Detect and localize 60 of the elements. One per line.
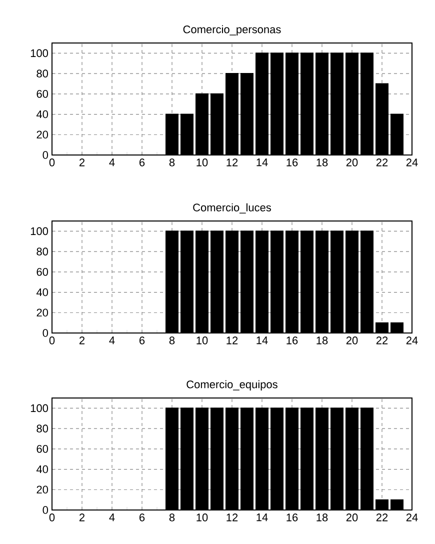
y-tick-label: 60 (36, 445, 48, 453)
y-tick-label: 80 (36, 424, 48, 432)
x-tick-label: 14 (256, 158, 268, 166)
chart-title: Comercio_equipos (186, 380, 278, 390)
y-tick-label: 100 (30, 227, 48, 236)
x-tick-label: 16 (286, 158, 298, 166)
x-tick-label: 0 (49, 514, 55, 522)
x-tick-label: 18 (316, 336, 328, 344)
y-tick-label: 0 (42, 329, 48, 337)
y-tick-label: 40 (36, 465, 48, 474)
x-tick-label: 22 (376, 336, 388, 344)
x-tick-label: 2 (79, 514, 85, 522)
x-tick-label: 20 (346, 514, 358, 522)
y-tick-label: 80 (36, 70, 48, 78)
y-tick-label: 40 (36, 288, 48, 296)
x-tick-label: 4 (109, 514, 115, 522)
y-tick-label: 20 (36, 308, 48, 317)
x-tick-label: 8 (169, 514, 175, 522)
x-tick-label: 8 (169, 158, 175, 166)
x-tick-label: 8 (169, 336, 175, 344)
x-tick-label: 14 (256, 336, 268, 344)
x-tick-label: 18 (316, 514, 328, 522)
x-tick-label: 12 (226, 158, 238, 166)
x-tick-label: 14 (256, 514, 268, 522)
x-tick-label: 24 (406, 514, 418, 522)
y-tick-label: 80 (36, 248, 48, 256)
x-tick-label: 24 (406, 336, 418, 344)
x-tick-label: 0 (49, 336, 55, 344)
x-tick-label: 6 (140, 514, 145, 522)
x-tick-label: 12 (226, 514, 238, 522)
x-tick-label: 10 (196, 158, 208, 166)
x-tick-label: 16 (286, 336, 298, 344)
x-tick-label: 10 (196, 336, 208, 344)
x-tick-label: 20 (346, 336, 358, 344)
x-tick-label: 22 (376, 158, 388, 166)
x-tick-label: 24 (406, 158, 418, 166)
y-tick-label: 20 (36, 130, 48, 139)
x-tick-label: 2 (79, 336, 85, 344)
x-tick-label: 4 (109, 336, 115, 344)
x-tick-label: 2 (79, 158, 85, 166)
x-tick-label: 6 (140, 336, 145, 344)
x-tick-label: 12 (226, 336, 238, 344)
x-tick-label: 4 (109, 158, 115, 166)
y-tick-label: 60 (36, 90, 48, 98)
y-tick-label: 100 (30, 404, 48, 412)
y-tick-label: 100 (30, 49, 48, 58)
y-tick-label: 40 (36, 110, 48, 118)
x-tick-label: 20 (346, 158, 358, 166)
x-tick-label: 18 (316, 158, 328, 166)
y-tick-label: 0 (42, 506, 48, 514)
y-tick-label: 20 (36, 486, 48, 494)
y-tick-label: 0 (42, 151, 48, 159)
x-tick-label: 6 (140, 158, 145, 166)
y-tick-label: 60 (36, 268, 48, 276)
chart-title: Comercio_luces (193, 203, 272, 214)
x-tick-label: 10 (196, 514, 208, 522)
x-tick-label: 0 (49, 158, 55, 166)
x-tick-label: 16 (286, 514, 298, 522)
chart-title: Comercio_personas (183, 25, 281, 36)
x-tick-label: 22 (376, 514, 388, 522)
